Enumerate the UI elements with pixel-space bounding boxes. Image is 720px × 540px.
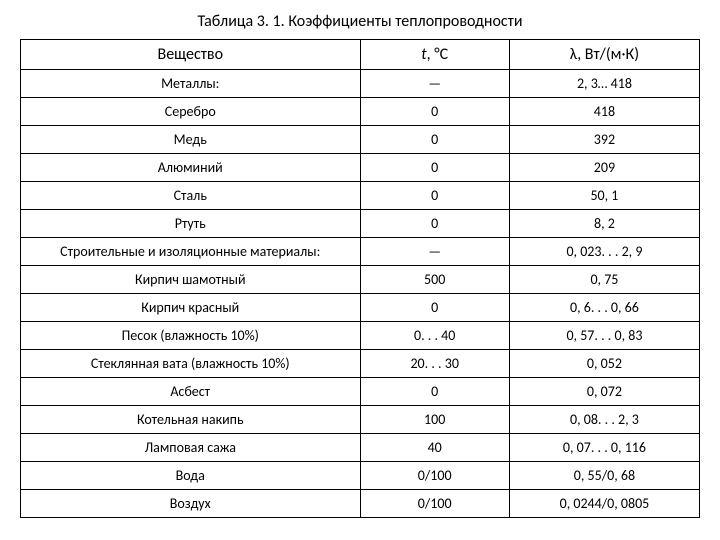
cell-substance: Медь [21, 126, 361, 154]
cell-lambda: 0, 07. . . 0, 116 [509, 434, 699, 462]
cell-lambda: 0, 08. . . 2, 3 [509, 406, 699, 434]
cell-substance: Воздух [21, 490, 361, 518]
table-row: Вода0/1000, 55/0, 68 [21, 462, 700, 490]
cell-substance: Серебро [21, 98, 361, 126]
cell-temperature: 0 [360, 154, 509, 182]
cell-substance: Стеклянная вата (влажность 10%) [21, 350, 361, 378]
header-temperature: t, °С [360, 40, 509, 70]
cell-lambda: 0, 023. . . 2, 9 [509, 238, 699, 266]
table-body: Металлы:—2, 3… 418Серебро0418Медь0392Алю… [21, 70, 700, 518]
header-temp-unit: , °С [427, 45, 449, 64]
table-row: Воздух0/1000, 0244/0, 0805 [21, 490, 700, 518]
cell-substance: Алюминий [21, 154, 361, 182]
cell-substance: Ламповая сажа [21, 434, 361, 462]
cell-temperature: 0 [360, 210, 509, 238]
cell-lambda: 0, 75 [509, 266, 699, 294]
cell-temperature: 0 [360, 98, 509, 126]
cell-temperature: 0. . . 40 [360, 322, 509, 350]
table-row: Медь0392 [21, 126, 700, 154]
cell-temperature: 0 [360, 294, 509, 322]
cell-lambda: 0, 6. . . 0, 66 [509, 294, 699, 322]
cell-lambda: 8, 2 [509, 210, 699, 238]
cell-substance: Кирпич шамотный [21, 266, 361, 294]
table-title: Таблица 3. 1. Коэффициенты теплопроводно… [20, 12, 700, 31]
header-lambda: λ, Вт/(м·К) [509, 40, 699, 70]
cell-lambda: 2, 3… 418 [509, 70, 699, 98]
cell-substance: Вода [21, 462, 361, 490]
table-row: Асбест00, 072 [21, 378, 700, 406]
cell-temperature: 500 [360, 266, 509, 294]
cell-temperature: 0 [360, 126, 509, 154]
header-lambda-unit: , Вт/(м·К) [577, 45, 639, 64]
cell-lambda: 0, 55/0, 68 [509, 462, 699, 490]
cell-lambda: 50, 1 [509, 182, 699, 210]
thermal-conductivity-table: Вещество t, °С λ, Вт/(м·К) Металлы:—2, 3… [20, 39, 700, 518]
cell-substance: Асбест [21, 378, 361, 406]
cell-lambda: 0, 57. . . 0, 83 [509, 322, 699, 350]
header-substance: Вещество [21, 40, 361, 70]
table-row: Металлы:—2, 3… 418 [21, 70, 700, 98]
table-row: Строительные и изоляционные материалы:—0… [21, 238, 700, 266]
table-header-row: Вещество t, °С λ, Вт/(м·К) [21, 40, 700, 70]
cell-lambda: 392 [509, 126, 699, 154]
cell-substance: Ртуть [21, 210, 361, 238]
cell-substance: Металлы: [21, 70, 361, 98]
cell-temperature: 100 [360, 406, 509, 434]
table-row: Кирпич шамотный5000, 75 [21, 266, 700, 294]
cell-temperature: 0/100 [360, 490, 509, 518]
cell-substance: Строительные и изоляционные материалы: [21, 238, 361, 266]
cell-substance: Кирпич красный [21, 294, 361, 322]
cell-lambda: 209 [509, 154, 699, 182]
table-row: Стеклянная вата (влажность 10%)20. . . 3… [21, 350, 700, 378]
table-row: Алюминий0209 [21, 154, 700, 182]
cell-lambda: 418 [509, 98, 699, 126]
table-row: Серебро0418 [21, 98, 700, 126]
table-row: Сталь050, 1 [21, 182, 700, 210]
table-row: Кирпич красный00, 6. . . 0, 66 [21, 294, 700, 322]
table-row: Песок (влажность 10%)0. . . 400, 57. . .… [21, 322, 700, 350]
cell-temperature: 20. . . 30 [360, 350, 509, 378]
cell-lambda: 0, 052 [509, 350, 699, 378]
cell-temperature: 0/100 [360, 462, 509, 490]
cell-temperature: — [360, 238, 509, 266]
cell-temperature: 40 [360, 434, 509, 462]
cell-temperature: 0 [360, 378, 509, 406]
cell-lambda: 0, 072 [509, 378, 699, 406]
cell-substance: Сталь [21, 182, 361, 210]
cell-temperature: — [360, 70, 509, 98]
cell-substance: Песок (влажность 10%) [21, 322, 361, 350]
table-row: Ламповая сажа400, 07. . . 0, 116 [21, 434, 700, 462]
cell-temperature: 0 [360, 182, 509, 210]
table-row: Котельная накипь1000, 08. . . 2, 3 [21, 406, 700, 434]
cell-substance: Котельная накипь [21, 406, 361, 434]
cell-lambda: 0, 0244/0, 0805 [509, 490, 699, 518]
table-row: Ртуть08, 2 [21, 210, 700, 238]
